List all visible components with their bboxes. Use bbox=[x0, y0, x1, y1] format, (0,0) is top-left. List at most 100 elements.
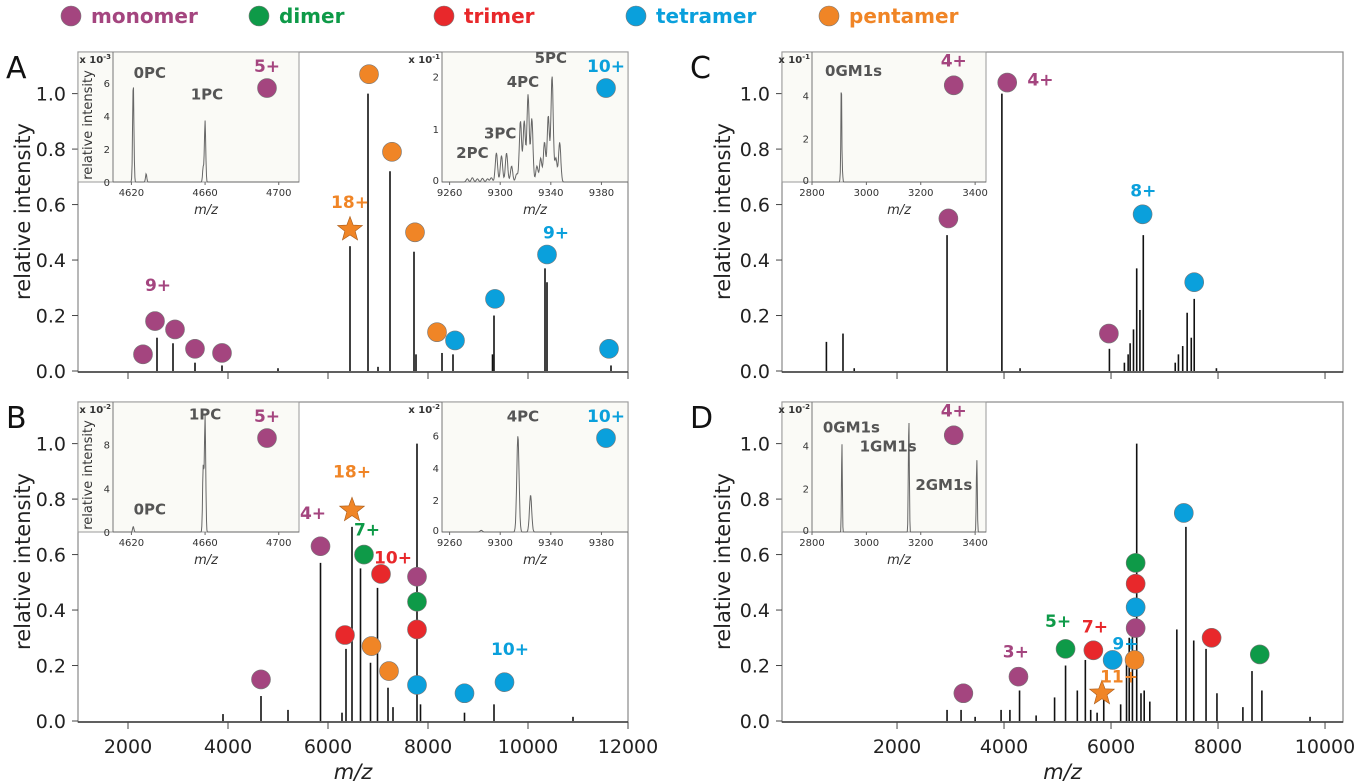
charge-state-label-pentamer: 18+ bbox=[333, 462, 371, 482]
panel-letter: B bbox=[6, 401, 27, 436]
legend-label-monomer: monomer bbox=[91, 4, 198, 28]
x-tick-label: 4000 bbox=[204, 736, 252, 758]
inset-y-tick-label: 6 bbox=[104, 79, 110, 90]
inset-scale-base: x 10 bbox=[778, 55, 802, 66]
inset-x-label: m/z bbox=[194, 553, 219, 568]
inset-frame bbox=[781, 401, 987, 533]
marker-trimer bbox=[1083, 640, 1104, 661]
inset-y-label: relative intensity bbox=[81, 420, 96, 530]
panel-B: B 0.0 0.2 0.4 0.6 0.8 1.0 2000 4000 6000 8000 10000… bbox=[6, 401, 658, 783]
inset-x-label: m/z bbox=[523, 203, 548, 218]
x-tick-label: 6000 bbox=[304, 736, 352, 758]
inset-peak-label: 0GM1s bbox=[823, 418, 880, 436]
inset-scale-exponent: -1 bbox=[802, 53, 810, 61]
inset-y-tick-label: 6 bbox=[433, 432, 439, 443]
marker-tetramer bbox=[1173, 503, 1194, 523]
inset-scale-label: x 10-2 bbox=[79, 403, 111, 416]
charge-state-label-pentamer: 11+ bbox=[1100, 668, 1138, 688]
inset-y-tick-label: 4 bbox=[433, 464, 439, 475]
marker-monomer bbox=[1008, 666, 1029, 687]
charge-state-label-monomer: 4+ bbox=[1027, 71, 1053, 91]
marker-dimer bbox=[1055, 639, 1076, 659]
panel-D: D 0.0 0.2 0.4 0.6 0.8 1.0 2000 4000 6000 8000 10000… bbox=[690, 401, 1355, 783]
marker-dimer bbox=[1125, 553, 1146, 573]
inset-y-tick-label: 0 bbox=[104, 178, 110, 189]
x-tick-label: 2000 bbox=[104, 736, 152, 758]
inset-y-tick-label: 0 bbox=[433, 526, 439, 537]
inset-x-tick-label: 2800 bbox=[799, 188, 824, 199]
inset-scale-label: x 10-2 bbox=[778, 403, 810, 416]
charge-state-label-trimer: 10+ bbox=[374, 548, 412, 568]
inset-x-tick-label: 4660 bbox=[192, 188, 217, 199]
charge-state-label-tetramer: 9+ bbox=[1112, 634, 1138, 654]
y-tick-label: 0.0 bbox=[740, 711, 770, 733]
marker-monomer bbox=[212, 343, 232, 363]
inset-x-tick-label: 4660 bbox=[192, 538, 217, 549]
x-tick-label: 4000 bbox=[980, 736, 1028, 758]
marker-pentamer bbox=[427, 322, 447, 342]
inset-x-tick-label: 4700 bbox=[266, 188, 291, 199]
y-tick-label: 0.2 bbox=[36, 656, 66, 678]
inset-y-tick-label: 2 bbox=[433, 496, 439, 507]
inset-x-label: m/z bbox=[194, 203, 219, 218]
inset-spectrum-trace bbox=[812, 92, 986, 183]
inset-y-tick-label: 2 bbox=[803, 485, 809, 496]
inset-x-label: m/z bbox=[887, 553, 912, 568]
inset-scale-exponent: -2 bbox=[103, 403, 111, 411]
inset-peak-label: 3PC bbox=[484, 125, 516, 143]
y-axis-label: relative intensity bbox=[11, 473, 35, 650]
x-tick-label: 8000 bbox=[404, 736, 452, 758]
charge-state-label-monomer: 5+ bbox=[254, 57, 280, 77]
inset-peak-label: 4PC bbox=[507, 407, 539, 425]
marker-monomer bbox=[185, 339, 205, 359]
marker-tetramer bbox=[1184, 272, 1205, 293]
inset-A-1: 4620 4660 4700 0 2 4 6 m/z relative intensity x 1… bbox=[77, 51, 300, 218]
inset-y-tick-label: 0 bbox=[803, 176, 809, 187]
panel-letter: D bbox=[690, 401, 713, 436]
marker-monomer bbox=[257, 428, 277, 448]
inset-peak-label: 1PC bbox=[191, 85, 223, 103]
inset-scale-base: x 10 bbox=[408, 55, 432, 66]
charge-state-label-pentamer: 18+ bbox=[331, 193, 369, 213]
legend-marker-dimer bbox=[248, 5, 270, 27]
y-tick-label: 0.2 bbox=[740, 656, 770, 678]
inset-B-2: 9260 9300 9340 9380 0 2 4 6 m/z x 10-2 4PC bbox=[408, 401, 629, 568]
inset-x-tick-label: 3000 bbox=[854, 538, 879, 549]
inset-scale-label: x 10-1 bbox=[408, 53, 440, 66]
y-tick-label: 0.4 bbox=[740, 250, 770, 272]
y-tick-label: 0.0 bbox=[36, 711, 66, 733]
legend-marker-monomer bbox=[60, 5, 82, 27]
marker-tetramer bbox=[494, 672, 515, 692]
inset-y-tick-label: 8 bbox=[104, 441, 110, 452]
inset-spectrum-trace bbox=[113, 87, 299, 183]
y-tick-label: 1.0 bbox=[36, 84, 66, 106]
inset-peak-label: 2PC bbox=[456, 144, 488, 162]
inset-y-tick-label: 0 bbox=[433, 176, 439, 187]
inset-spectrum-trace bbox=[812, 422, 986, 533]
charge-state-label-tetramer: 9+ bbox=[543, 223, 569, 243]
x-tick-label: 12000 bbox=[598, 736, 658, 758]
marker-pentamer-star bbox=[1088, 679, 1116, 705]
marker-pentamer-star bbox=[336, 215, 364, 241]
marker-monomer bbox=[1099, 323, 1119, 344]
x-tick-label: 10000 bbox=[1295, 736, 1355, 758]
y-axis-label: relative intensity bbox=[711, 473, 735, 650]
inset-frame bbox=[77, 401, 300, 533]
charge-state-label-monomer: 9+ bbox=[145, 276, 171, 296]
inset-scale-base: x 10 bbox=[778, 405, 802, 416]
marker-trimer bbox=[371, 564, 391, 584]
inset-spectrum-trace bbox=[442, 76, 628, 183]
marker-monomer bbox=[1125, 618, 1146, 638]
charge-state-label-trimer: 7+ bbox=[1082, 618, 1108, 638]
inset-x-tick-label: 9340 bbox=[538, 538, 563, 549]
x-tick-label: 6000 bbox=[1087, 736, 1135, 758]
marker-pentamer bbox=[359, 64, 379, 84]
inset-frame bbox=[441, 401, 629, 533]
inset-y-tick-label: 2 bbox=[104, 145, 110, 156]
marker-dimer bbox=[407, 591, 427, 612]
inset-x-tick-label: 9340 bbox=[538, 188, 563, 199]
charge-state-label-monomer: 4+ bbox=[300, 504, 326, 524]
